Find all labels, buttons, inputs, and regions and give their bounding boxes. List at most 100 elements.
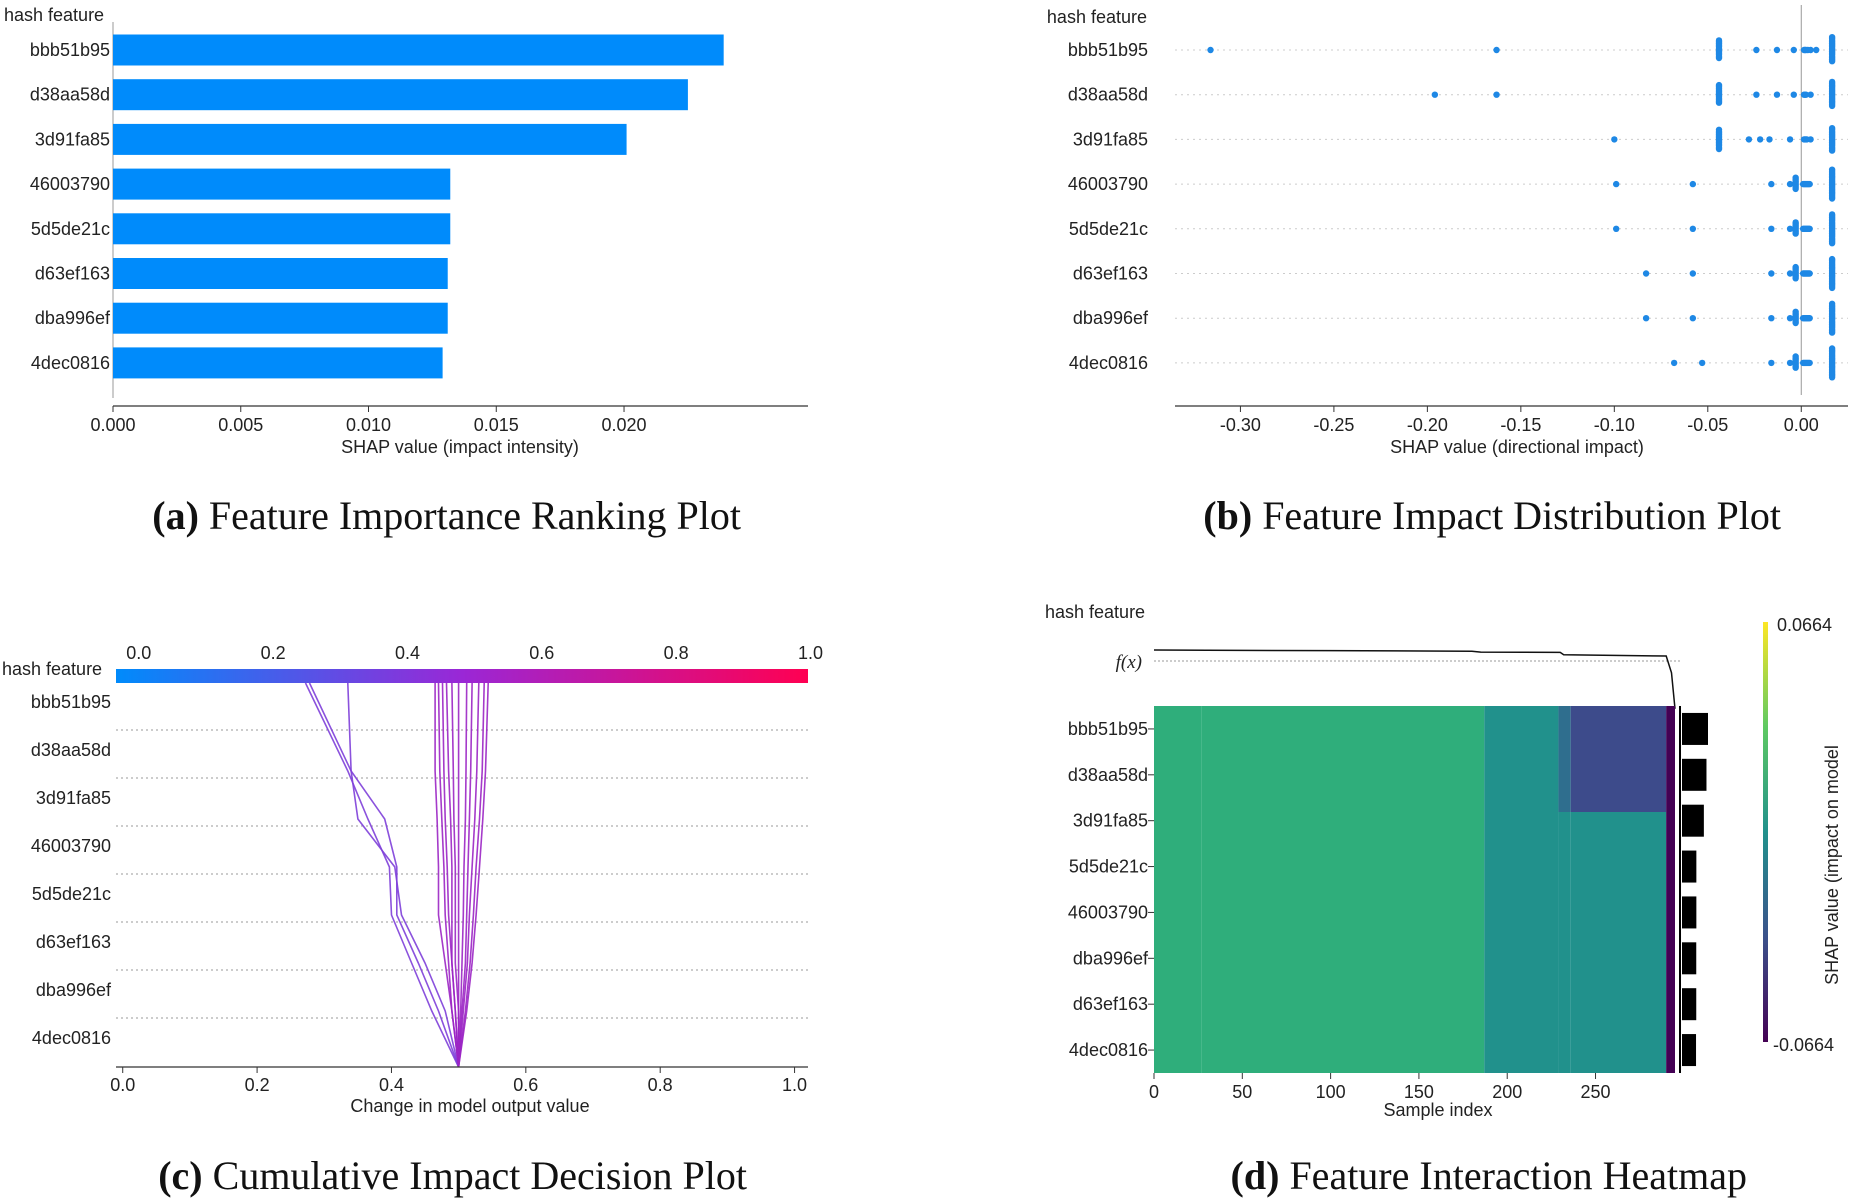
- caption-a-text: Feature Importance Ranking Plot: [209, 493, 741, 538]
- importance-bar-bbb51b95: [1682, 712, 1708, 745]
- dot-dba996ef-10: [1792, 319, 1799, 327]
- dot-5d5de21c-38: [1828, 240, 1836, 247]
- x-tick-label-0.6: 0.6: [513, 1075, 538, 1095]
- y-label-bbb51b95: bbb51b95: [30, 40, 110, 60]
- bar-5d5de21c: [113, 213, 451, 245]
- dot-d38aa58d-19: [1802, 91, 1810, 98]
- dot-d63ef163-3: [1786, 270, 1794, 277]
- dot-d63ef163-19: [1806, 270, 1813, 277]
- dot-d38aa58d-1: [1493, 91, 1500, 98]
- x-tick-label--0.10: -0.10: [1594, 415, 1635, 435]
- x-tick-label--0.25: -0.25: [1313, 415, 1354, 435]
- importance-bar-d38aa58d: [1682, 758, 1707, 791]
- dot-3d91fa85-17: [1786, 136, 1794, 143]
- importance-bar-dba996ef: [1682, 942, 1697, 975]
- decision-line-sample-1: [304, 682, 460, 1068]
- y-label-d38aa58d: d38aa58d: [1068, 765, 1148, 785]
- colorbar-tick-0.8: 0.8: [664, 643, 689, 663]
- heat-cell-bottom-5: [1666, 812, 1675, 1073]
- x-tick-label-50: 50: [1232, 1082, 1252, 1102]
- heat-cell-top-0: [1154, 706, 1202, 812]
- dot-dba996ef-1: [1689, 315, 1697, 322]
- dot-4dec0816-10: [1792, 364, 1799, 371]
- bar-4dec0816: [113, 347, 443, 379]
- y-label-d63ef163: d63ef163: [1073, 264, 1148, 284]
- dot-4dec0816-38: [1828, 374, 1836, 381]
- dot-d63ef163-2: [1768, 270, 1775, 277]
- dot-3d91fa85-37: [1828, 147, 1836, 154]
- importance-bar-46003790: [1682, 896, 1697, 929]
- bar-bbb51b95: [113, 34, 724, 66]
- decision-line-sample-10: [457, 682, 468, 1068]
- dot-5d5de21c-1: [1689, 225, 1697, 232]
- y-label-5d5de21c: 5d5de21c: [31, 219, 110, 239]
- colorbar-tick-1.0: 1.0: [798, 643, 823, 663]
- dot-dba996ef-3: [1786, 315, 1794, 322]
- dot-5d5de21c-3: [1786, 225, 1794, 232]
- dot-4dec0816-3: [1786, 359, 1794, 367]
- bar-3d91fa85: [113, 123, 627, 155]
- dot-bbb51b95-14: [1753, 46, 1760, 54]
- dot-d63ef163-38: [1828, 284, 1836, 292]
- heat-cell-bottom-3: [1558, 812, 1571, 1073]
- heat-cell-top-3: [1558, 706, 1571, 812]
- dot-46003790-38: [1828, 195, 1836, 202]
- panel-d-header: hash feature: [1045, 602, 1145, 622]
- y-label-dba996ef: dba996ef: [35, 308, 111, 328]
- dot-5d5de21c-11: [1792, 219, 1799, 226]
- x-tick-label-0.0: 0.0: [110, 1075, 135, 1095]
- decision-line-sample-7: [445, 682, 460, 1068]
- x-tick-label-0.020: 0.020: [602, 415, 647, 435]
- svg-text:(c)Cumulative Impact Decision: (c) Cumulative Impact Decision Plot: [158, 1153, 747, 1198]
- panel-d-colorbar: [1763, 622, 1768, 1042]
- dot-46003790-1: [1689, 180, 1697, 188]
- x-tick-label-250: 250: [1581, 1082, 1611, 1102]
- dot-d63ef163-10: [1792, 275, 1799, 282]
- dot-dba996ef-0: [1642, 315, 1650, 322]
- x-tick-label-0.00: 0.00: [1784, 415, 1819, 435]
- y-label-5d5de21c: 5d5de21c: [1069, 219, 1148, 239]
- y-label-d63ef163: d63ef163: [1073, 994, 1148, 1014]
- dot-4dec0816-37: [1828, 345, 1836, 352]
- y-label-46003790: 46003790: [30, 174, 110, 194]
- caption-c-letter: (c): [158, 1153, 202, 1198]
- dot-d38aa58d-0: [1431, 91, 1439, 98]
- dot-bbb51b95-38: [1828, 34, 1836, 41]
- bar-d63ef163: [113, 258, 448, 289]
- dot-4dec0816-2: [1768, 359, 1775, 367]
- x-tick-label-100: 100: [1316, 1082, 1346, 1102]
- heat-cell-top-5: [1666, 706, 1675, 812]
- dot-d63ef163-37: [1828, 255, 1836, 263]
- x-tick-label-200: 200: [1492, 1082, 1522, 1102]
- dot-bbb51b95-16: [1790, 46, 1797, 54]
- caption-a-letter: (a): [152, 493, 199, 538]
- dot-bbb51b95-22: [1813, 46, 1820, 54]
- panel-b-impact-distribution: hash feature bbb51b95 d38aa58d 3d91fa85 460…: [1047, 5, 1848, 457]
- dot-3d91fa85-16: [1766, 136, 1773, 143]
- colorbar-tick-0.6: 0.6: [529, 643, 554, 663]
- panel-d-x-label: Sample index: [1383, 1100, 1492, 1120]
- y-label-3d91fa85: 3d91fa85: [36, 788, 111, 808]
- x-tick-label-1.0: 1.0: [782, 1075, 807, 1095]
- y-label-d38aa58d: d38aa58d: [30, 85, 110, 105]
- x-tick-label-0: 0: [1149, 1082, 1159, 1102]
- svg-text:(d)Feature Interaction Heatmap: (d) Feature Interaction Heatmap: [1231, 1153, 1747, 1198]
- dot-46003790-19: [1806, 180, 1813, 188]
- panel-d-fx-label: f(x): [1116, 652, 1142, 673]
- dot-3d91fa85-36: [1828, 125, 1836, 132]
- bar-d38aa58d: [113, 79, 688, 111]
- dot-5d5de21c-19: [1806, 225, 1813, 232]
- y-label-dba996ef: dba996ef: [1073, 948, 1149, 968]
- dot-5d5de21c-10: [1792, 230, 1799, 237]
- dot-d63ef163-0: [1642, 270, 1650, 277]
- x-tick-label--0.15: -0.15: [1500, 415, 1541, 435]
- dot-d38aa58d-35: [1828, 102, 1836, 110]
- dot-bbb51b95-1: [1493, 46, 1500, 54]
- panel-d-colorbar-max: 0.0664: [1777, 615, 1832, 635]
- x-tick-label--0.05: -0.05: [1687, 415, 1728, 435]
- decision-line-sample-5: [437, 682, 460, 1068]
- dot-bbb51b95-21: [1807, 46, 1814, 54]
- svg-text:(b)Feature Impact Distribution: (b) Feature Impact Distribution Plot: [1203, 493, 1781, 538]
- y-label-4dec0816: 4dec0816: [32, 1028, 111, 1048]
- y-label-dba996ef: dba996ef: [36, 980, 112, 1000]
